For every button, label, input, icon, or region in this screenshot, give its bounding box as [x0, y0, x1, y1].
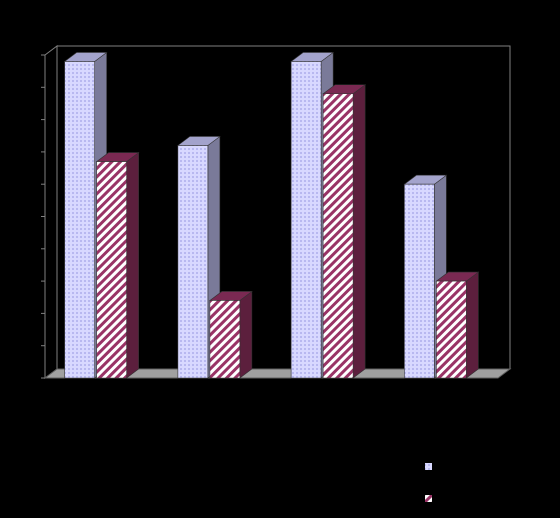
- side-wall: [44, 45, 58, 379]
- bar-front: [177, 145, 209, 379]
- bar: [176, 135, 221, 379]
- legend-marker: [425, 463, 432, 470]
- bar-front: [96, 161, 127, 379]
- bar-side: [126, 151, 139, 379]
- bar-front: [404, 183, 435, 379]
- bar: [322, 84, 367, 379]
- bar-side: [239, 290, 253, 379]
- bar-front: [322, 93, 354, 379]
- bar: [435, 271, 480, 379]
- bar-front: [209, 300, 241, 379]
- legend-marker: [425, 495, 432, 502]
- bar-side: [466, 271, 479, 379]
- bar-side: [352, 84, 366, 379]
- bar: [95, 151, 140, 379]
- bar-front: [436, 280, 467, 379]
- bar: [208, 290, 253, 379]
- bar-front: [64, 61, 95, 379]
- bar-front: [290, 61, 322, 379]
